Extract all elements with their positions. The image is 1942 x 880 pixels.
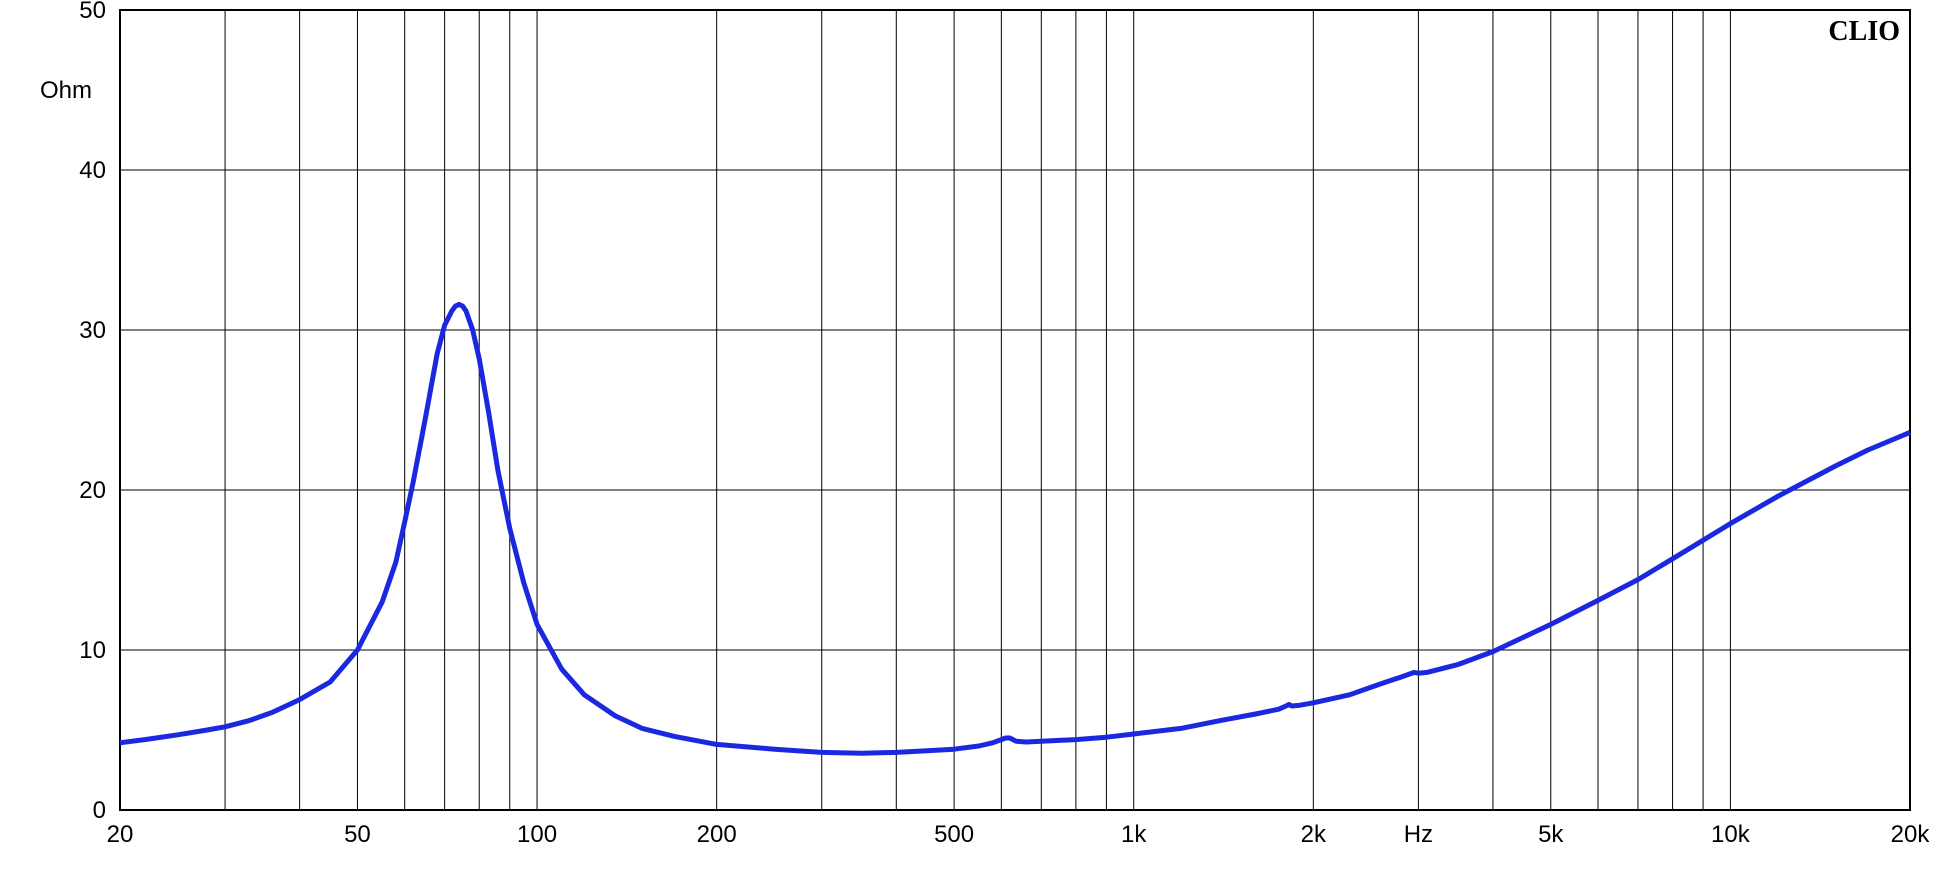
y-tick-label: 10 bbox=[79, 637, 106, 664]
y-tick-label: 40 bbox=[79, 157, 106, 184]
x-tick-label: 5k bbox=[1538, 821, 1564, 848]
x-tick-label: 2k bbox=[1301, 821, 1327, 848]
x-tick-label: 200 bbox=[697, 821, 737, 848]
watermark-label: CLIO bbox=[1828, 16, 1900, 47]
chart-svg: 0 10 20 30 40 50 Ohm 20 50 100 200 500 1k 2k 5k 10k 20k H… bbox=[0, 0, 1942, 880]
y-tick-label: 0 bbox=[93, 797, 106, 824]
y-tick-label: 20 bbox=[79, 477, 106, 504]
x-tick-label: 10k bbox=[1711, 821, 1751, 848]
impedance-curve bbox=[120, 304, 1910, 753]
impedance-chart: 0 10 20 30 40 50 Ohm 20 50 100 200 500 1k 2k 5k 10k 20k H… bbox=[0, 0, 1942, 880]
plot-border bbox=[120, 10, 1910, 810]
x-axis-unit-label: Hz bbox=[1404, 821, 1433, 848]
x-tick-label: 500 bbox=[934, 821, 974, 848]
y-axis-label: Ohm bbox=[40, 77, 92, 104]
y-tick-label: 50 bbox=[79, 0, 106, 24]
x-tick-label: 20k bbox=[1891, 821, 1931, 848]
y-tick-label: 30 bbox=[79, 317, 106, 344]
x-tick-label: 100 bbox=[517, 821, 557, 848]
x-tick-label: 50 bbox=[344, 821, 371, 848]
x-tick-label: 20 bbox=[107, 821, 134, 848]
x-tick-label: 1k bbox=[1121, 821, 1147, 848]
